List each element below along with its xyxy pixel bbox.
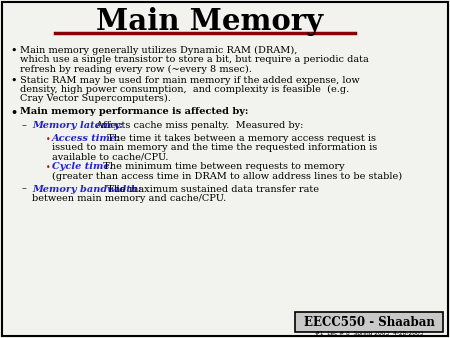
Text: The minimum time between requests to memory: The minimum time between requests to mem… [97, 162, 344, 171]
Text: –: – [22, 121, 27, 130]
Text: The maximum sustained data transfer rate: The maximum sustained data transfer rate [101, 185, 319, 194]
Text: refresh by reading every row (~every 8 msec).: refresh by reading every row (~every 8 m… [20, 65, 252, 74]
Text: density, high power consumption,  and complexity is feasible  (e.g.: density, high power consumption, and com… [20, 85, 349, 94]
Text: •: • [46, 163, 50, 172]
Text: between main memory and cache/CPU.: between main memory and cache/CPU. [32, 194, 226, 203]
Text: Cray Vector Supercomputers).: Cray Vector Supercomputers). [20, 94, 171, 103]
Text: issued to main memory and the time the requested information is: issued to main memory and the time the r… [52, 143, 377, 152]
Text: EECC550 - Shaaban: EECC550 - Shaaban [304, 315, 434, 329]
Text: –: – [22, 185, 27, 194]
Text: •: • [46, 135, 50, 144]
Text: Memory latency:: Memory latency: [32, 121, 123, 130]
Text: Affects cache miss penalty.  Measured by:: Affects cache miss penalty. Measured by: [93, 121, 303, 130]
Text: The time it takes between a memory access request is: The time it takes between a memory acces… [101, 134, 376, 143]
FancyBboxPatch shape [295, 312, 443, 332]
Text: Static RAM may be used for main memory if the added expense, low: Static RAM may be used for main memory i… [20, 76, 360, 84]
Text: which use a single transistor to store a bit, but require a periodic data: which use a single transistor to store a… [20, 55, 369, 64]
Text: Access time:: Access time: [52, 134, 121, 143]
Text: Main memory performance is affected by:: Main memory performance is affected by: [20, 107, 248, 116]
Text: Main memory generally utilizes Dynamic RAM (DRAM),: Main memory generally utilizes Dynamic R… [20, 46, 297, 55]
Text: (greater than access time in DRAM to allow address lines to be stable): (greater than access time in DRAM to all… [52, 171, 402, 180]
Text: •: • [10, 107, 17, 118]
Text: Memory bandwidth:: Memory bandwidth: [32, 185, 141, 194]
Text: •: • [10, 76, 17, 86]
FancyBboxPatch shape [2, 2, 448, 336]
Text: available to cache/CPU.: available to cache/CPU. [52, 152, 168, 161]
Text: Cycle time:: Cycle time: [52, 162, 113, 171]
Text: Main Memory: Main Memory [96, 7, 324, 37]
Text: #1  Lec # 8  Spring 2003  4-28-2003: #1 Lec # 8 Spring 2003 4-28-2003 [315, 332, 423, 337]
Text: •: • [10, 46, 17, 56]
